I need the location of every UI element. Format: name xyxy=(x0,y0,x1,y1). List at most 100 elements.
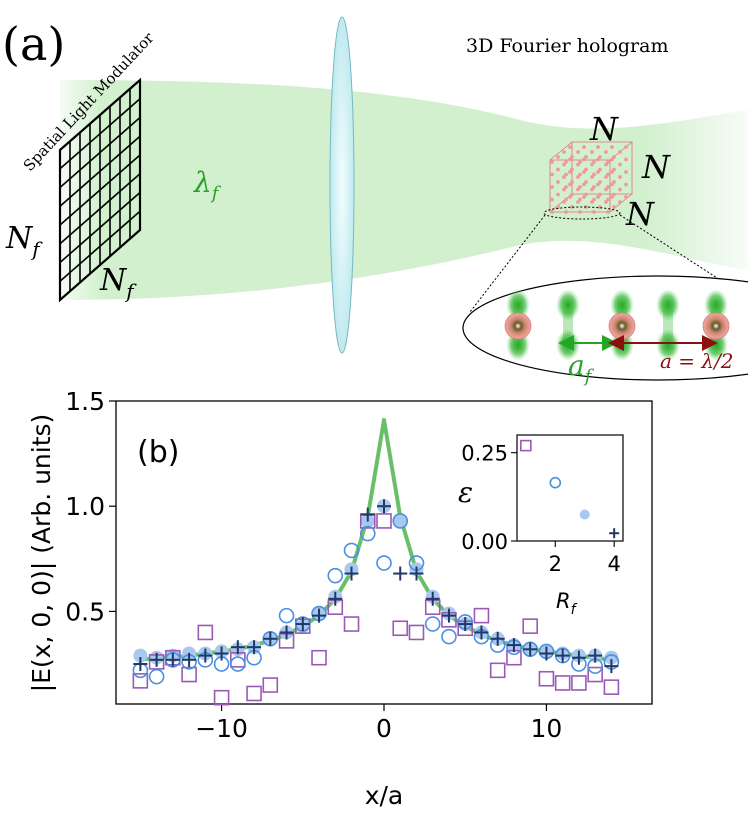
main-y-tick-label: 1.5 xyxy=(65,387,105,416)
cube-width-label: N xyxy=(625,195,655,233)
slm-border xyxy=(58,77,142,303)
panel-b-label: (b) xyxy=(137,435,179,470)
main-y-tick-label: 1.0 xyxy=(65,492,105,521)
data-point xyxy=(327,567,344,584)
slm-width-label: Nf xyxy=(99,263,137,303)
cube-atom-dot xyxy=(582,182,586,187)
hologram-title: 3D Fourier hologram xyxy=(466,35,669,57)
lens xyxy=(329,16,355,354)
cube-atom-dot xyxy=(624,182,628,187)
cube-atom-dot xyxy=(618,187,622,192)
cube-atom-dot xyxy=(568,170,572,174)
data-point xyxy=(197,624,214,641)
cube-atom-dot xyxy=(562,162,566,167)
cube-atom-dot xyxy=(582,170,586,174)
cube-atom-dot xyxy=(618,150,622,154)
cube-atom-dot xyxy=(610,182,614,187)
cube-atom-dot xyxy=(550,210,554,214)
cube-atom-dot xyxy=(618,175,622,179)
data-point xyxy=(377,499,391,514)
data-point xyxy=(473,607,490,624)
data-point xyxy=(425,591,440,606)
data-series xyxy=(132,499,620,706)
cube-atom-dot xyxy=(562,150,566,154)
data-point xyxy=(133,657,148,672)
cube-atom-dot xyxy=(550,185,554,189)
data-point xyxy=(213,689,230,706)
data-point xyxy=(522,618,538,634)
data-point xyxy=(165,652,180,667)
atom xyxy=(702,312,730,340)
cube-atom-dot xyxy=(592,210,596,214)
data-point xyxy=(133,648,148,663)
data-point xyxy=(408,624,425,641)
data-point xyxy=(604,650,619,665)
data-point xyxy=(506,638,521,653)
inset-x-tick-label: 4 xyxy=(607,552,620,576)
cube-atom-dot xyxy=(604,200,608,204)
data-point xyxy=(181,666,197,683)
data-point xyxy=(343,542,360,559)
cube-atom-dot xyxy=(550,160,554,164)
inset-plot-frame xyxy=(516,434,624,542)
data-point xyxy=(376,513,392,529)
optical-trap xyxy=(704,289,728,321)
slm-height-label: Nf xyxy=(5,221,43,261)
data-point xyxy=(247,640,262,655)
atom xyxy=(608,312,636,340)
slm-grid-line xyxy=(59,173,141,245)
cube-atom-dot xyxy=(576,162,580,167)
cube-atom-dot xyxy=(610,157,614,162)
inset-x-axis-label: Rf xyxy=(556,589,578,618)
inset-y-axis-label: ε xyxy=(458,476,473,509)
main-y-ticks: 0.5 1.0 1.5 xyxy=(65,387,116,626)
cube-atom-dot xyxy=(590,175,594,179)
cube-atom-dot xyxy=(576,200,580,204)
data-point xyxy=(523,642,538,657)
cube-atom-dot xyxy=(576,175,580,179)
cube-atom-dot xyxy=(604,175,608,179)
inset-data-point xyxy=(549,476,562,489)
inset-y-tick-label: 0.25 xyxy=(461,442,508,466)
data-point xyxy=(555,648,570,663)
cube-atom-dot xyxy=(570,205,574,209)
zoom-guide-left xyxy=(469,214,546,313)
cube-atom-dot xyxy=(606,210,610,214)
data-point xyxy=(538,670,555,687)
data-point xyxy=(295,617,310,632)
cube-atom-dot xyxy=(568,145,572,149)
slm-grid-line xyxy=(59,191,141,264)
lattice-constant-label: a = λ/2 xyxy=(660,349,734,373)
main-y-axis-label: |E(x, 0, 0)| (Arb. units) xyxy=(27,414,56,693)
data-point xyxy=(604,659,619,674)
data-point xyxy=(376,555,392,571)
hologram-cube xyxy=(549,141,633,214)
inset-series xyxy=(520,439,620,539)
data-point xyxy=(392,513,409,529)
data-point xyxy=(132,673,149,689)
cube-atom-dot xyxy=(578,210,582,214)
data-point xyxy=(539,646,554,661)
slm-grid-line xyxy=(59,154,141,226)
data-point xyxy=(311,649,327,666)
cube-atom-dot xyxy=(610,170,614,174)
cube-atom-dot xyxy=(550,197,554,202)
data-point xyxy=(278,607,295,624)
optical-trap xyxy=(506,289,530,321)
optical-trap xyxy=(556,289,580,321)
panel-a-label: (a) xyxy=(2,17,65,71)
data-point xyxy=(489,662,506,679)
data-point xyxy=(587,666,603,683)
data-point xyxy=(230,640,245,655)
cube-atom-dot xyxy=(618,200,622,204)
cube-atom-dot xyxy=(576,187,580,192)
data-point xyxy=(360,507,375,522)
cube-edge xyxy=(549,141,573,161)
cube-atom-dot xyxy=(556,167,560,172)
cube-atom-dot xyxy=(568,157,572,162)
cube-atom-dot xyxy=(562,187,566,192)
panel-b: 0.5 1.0 1.5 −10 0 10 (b) x/a |E(x, 0, 0)| (A… xyxy=(27,387,653,810)
data-point xyxy=(474,625,489,640)
data-point xyxy=(441,608,456,623)
cube-atom-dot xyxy=(624,157,628,162)
